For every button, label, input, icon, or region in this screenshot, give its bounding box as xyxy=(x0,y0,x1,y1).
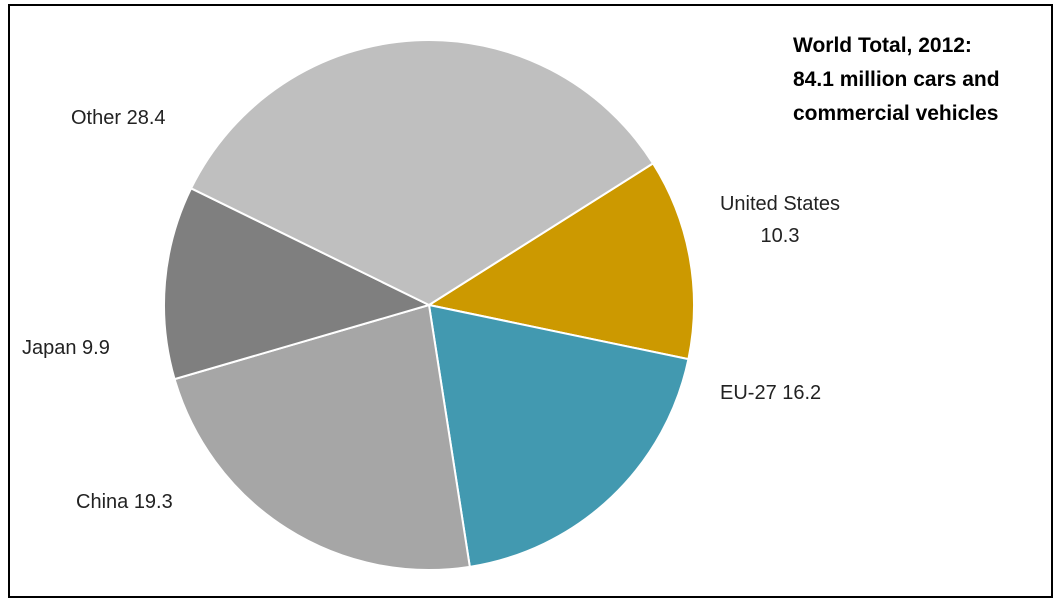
slice-label-other: Other 28.4 xyxy=(71,107,166,129)
slice-label-united-states: United States 10.3 xyxy=(720,193,840,247)
pie-slices xyxy=(163,39,695,572)
pie-slice-united-states xyxy=(426,162,695,361)
pie-slice-china xyxy=(173,303,471,572)
slice-label-eu-27: EU-27 16.2 xyxy=(720,382,821,404)
pie-slice-eu-27 xyxy=(427,303,690,568)
slice-label-china: China 19.3 xyxy=(76,491,173,513)
pie-slice-other xyxy=(189,39,655,307)
chart-title-line-1: World Total, 2012: xyxy=(793,34,972,57)
chart-title-line-3: commercial vehicles xyxy=(793,102,998,125)
pie-slice-japan xyxy=(163,186,432,381)
chart-title-line-2: 84.1 million cars and xyxy=(793,68,1000,91)
slice-label-japan: Japan 9.9 xyxy=(22,337,110,359)
slice-labels: United States 10.3 EU-27 16.2 China 19.3 Jap… xyxy=(22,107,840,513)
chart-title: World Total, 2012: 84.1 million cars and… xyxy=(793,34,1000,125)
